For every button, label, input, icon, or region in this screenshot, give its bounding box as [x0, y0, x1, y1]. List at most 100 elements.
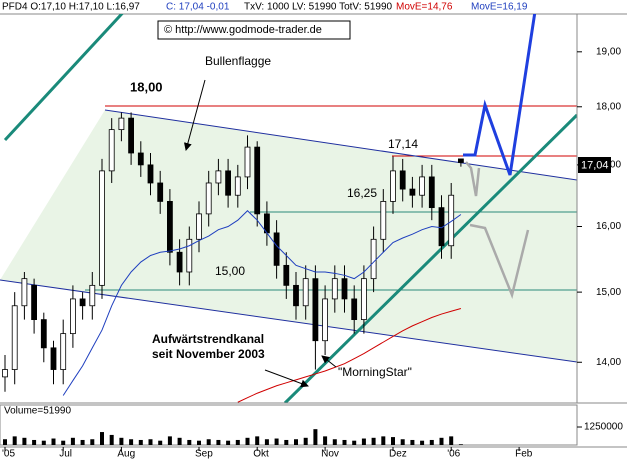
volume-bar	[235, 439, 240, 445]
candle-body	[225, 170, 232, 196]
candle-body	[331, 278, 338, 300]
y-tick-label: 18,00	[596, 101, 621, 112]
x-tick-label: Jul	[59, 449, 72, 460]
y-tick-label: 16,00	[596, 221, 621, 232]
last-price: 17,04	[581, 159, 609, 171]
x-tick-label: Dez	[389, 449, 407, 460]
candle-body	[79, 298, 86, 307]
volume-bar	[303, 437, 308, 445]
volume-bar	[342, 439, 347, 445]
arrow	[321, 355, 337, 368]
header-text: TxV: 1000 LV: 51990 TotV: 51990	[244, 2, 393, 13]
candle-body	[2, 369, 8, 378]
candle-body	[11, 305, 18, 370]
projection-alt	[465, 161, 481, 197]
volume-bar	[80, 439, 85, 445]
candle-body	[40, 319, 47, 349]
volume-bar	[449, 436, 454, 445]
volume-bar	[61, 440, 66, 445]
volume-bar	[138, 439, 143, 445]
x-tick-label: '06	[447, 449, 460, 460]
volume-bar	[12, 436, 17, 445]
candle-body	[254, 146, 261, 215]
moving-average	[237, 308, 462, 403]
volume-bar	[216, 439, 221, 445]
volume-bar	[51, 438, 56, 445]
candle-body	[322, 298, 329, 342]
annotation: Bullenflagge	[205, 54, 271, 68]
candle-body	[147, 164, 154, 184]
candle-body	[360, 278, 367, 320]
volume-bar	[458, 444, 463, 445]
candle-body	[176, 251, 183, 273]
volume-bar	[226, 440, 231, 445]
volume-bar	[332, 439, 337, 445]
arrow	[183, 79, 206, 151]
volume-bar	[100, 432, 104, 445]
watermark-box	[157, 20, 351, 40]
candle-body	[157, 182, 164, 202]
y-tick-label: 15,00	[596, 287, 621, 298]
volume-bar	[429, 439, 434, 445]
volume-bar	[245, 437, 250, 445]
candle-body	[244, 146, 251, 178]
channel-line	[104, 109, 577, 181]
candle-body	[137, 152, 144, 166]
y-tick-label: 14,00	[596, 357, 621, 368]
candle-body	[215, 170, 222, 184]
annotation: 17,14	[388, 137, 418, 151]
volume-bar	[158, 440, 163, 445]
candle-body	[31, 284, 38, 320]
candle-body	[234, 176, 241, 196]
volume-bar	[439, 437, 444, 445]
candle-body	[457, 158, 464, 163]
volume-bar	[206, 439, 211, 445]
arrow	[264, 369, 309, 388]
volume-bar	[284, 439, 289, 445]
candle-body	[196, 213, 202, 240]
candle-body	[166, 201, 173, 253]
volume-panel	[0, 404, 578, 446]
candle-body	[128, 117, 135, 154]
candle-body	[370, 238, 377, 280]
candle-body	[205, 182, 212, 215]
trend-line	[3, 14, 124, 142]
volume-bar	[41, 440, 46, 445]
volume-bar	[294, 439, 298, 445]
volume-bar	[119, 437, 124, 445]
volume-bar	[274, 438, 279, 445]
volume-bar	[361, 438, 366, 445]
volume-bar	[197, 440, 201, 445]
candle-body	[351, 298, 358, 320]
flag-pole-area	[20, 110, 105, 290]
candle-body	[409, 188, 416, 196]
volume-bar	[70, 437, 75, 445]
volume-bar	[129, 439, 134, 445]
volume-label: Volume=51990	[4, 406, 71, 417]
trend-line	[283, 113, 577, 403]
x-tick-label: Nov	[321, 449, 339, 460]
moving-average	[62, 210, 462, 396]
volume-bar	[22, 437, 27, 445]
candle-body	[448, 194, 455, 247]
volume-bar	[391, 437, 395, 445]
candle-body	[283, 264, 290, 286]
candle-body	[108, 129, 115, 172]
candle-body	[380, 201, 387, 240]
candle-body	[60, 333, 67, 370]
x-tick-label: Sep	[195, 449, 213, 460]
flag-area	[0, 110, 577, 362]
volume-bar	[352, 440, 357, 445]
marks	[2, 112, 464, 403]
candle-body	[428, 176, 435, 209]
candle-body	[50, 347, 57, 370]
volume-bar	[313, 429, 318, 445]
volume-bar	[109, 434, 114, 445]
volume-bar	[187, 439, 192, 445]
x-tick-label: '05	[2, 449, 15, 460]
candle-body	[302, 278, 309, 307]
projection	[463, 14, 537, 176]
volume-bar	[381, 436, 386, 445]
annotation: 15,00	[215, 264, 245, 278]
